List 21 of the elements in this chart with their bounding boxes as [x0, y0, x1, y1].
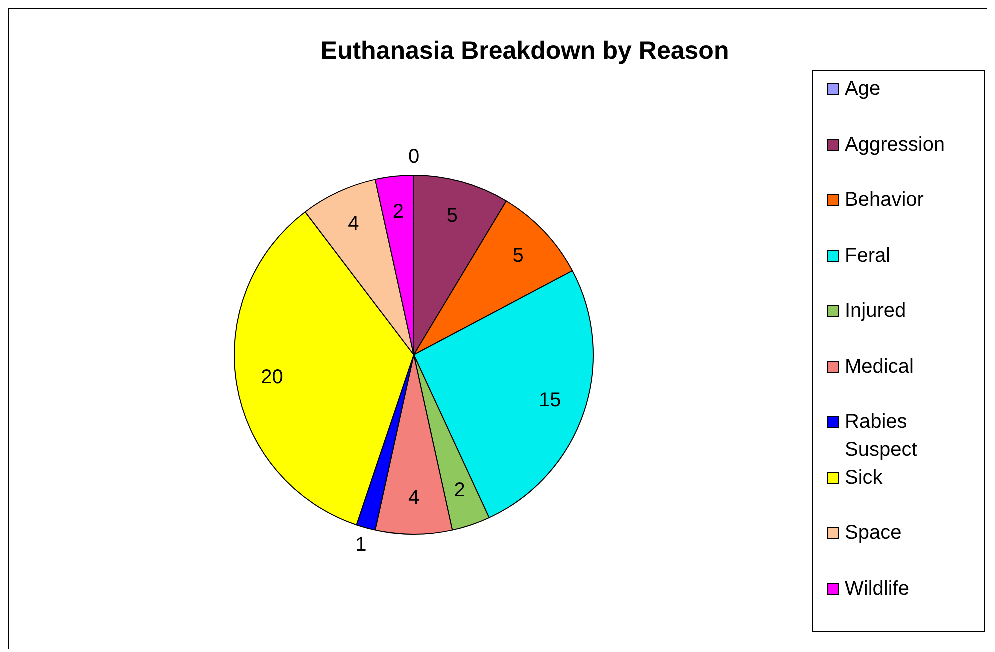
data-label: 4 [408, 487, 420, 510]
data-label: 15 [538, 389, 562, 412]
data-label: 5 [446, 205, 458, 228]
data-label: 1 [356, 534, 367, 556]
legend-label: Wildlife [845, 576, 910, 602]
legend-label: Behavior [845, 188, 925, 213]
chart-title: Euthanasia Breakdown by Reason [320, 36, 730, 67]
legend-label: Aggression [845, 132, 946, 158]
data-label: 20 [261, 366, 284, 389]
legend-label: Sick [845, 466, 884, 490]
legend-label: Injured [845, 299, 908, 324]
text: 0 [408, 146, 420, 168]
legend-label: Feral [845, 244, 892, 268]
legend-label: Space [845, 521, 903, 546]
legend-label: Medical [845, 354, 915, 380]
legend-label: Rabies Suspect [845, 410, 918, 463]
data-label: 2 [454, 480, 466, 502]
data-label: 2 [392, 200, 404, 223]
data-label: 4 [348, 213, 360, 236]
data-label: 5 [512, 244, 524, 267]
legend-label: Age [845, 77, 882, 102]
